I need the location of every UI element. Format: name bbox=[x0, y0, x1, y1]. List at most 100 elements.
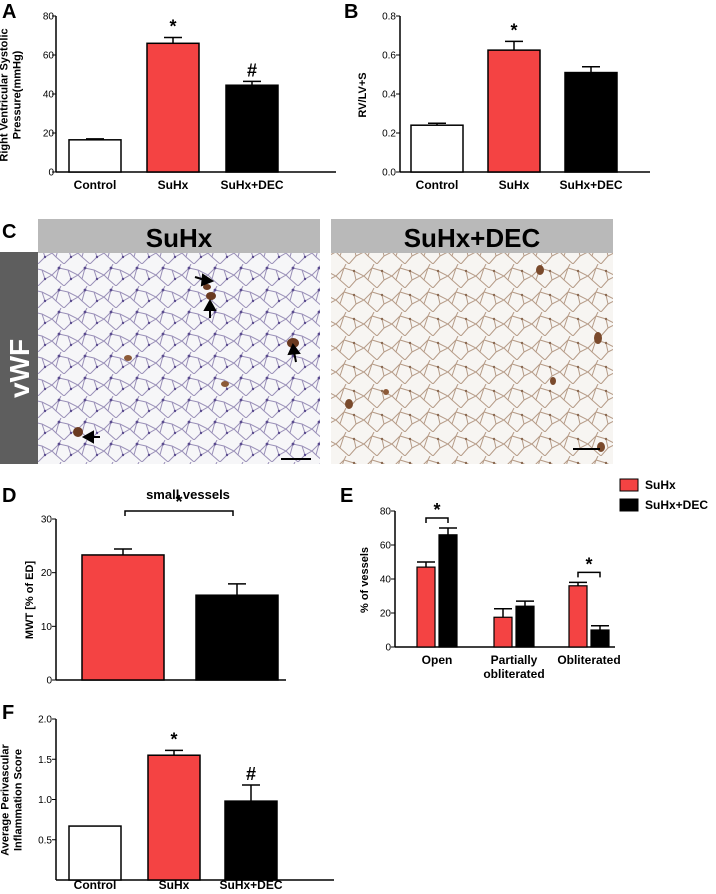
bar-suhx bbox=[147, 754, 201, 881]
bar-suhx bbox=[568, 585, 588, 648]
significance-mark: * bbox=[170, 729, 177, 749]
legend-label: SuHx+DEC bbox=[645, 498, 708, 512]
micrograph-suhx-dec-vessels bbox=[345, 265, 605, 452]
y-tick-label: 0.8 bbox=[382, 12, 396, 23]
y-tick-label: 0.0 bbox=[382, 168, 396, 179]
y-tick-label: 80 bbox=[43, 12, 55, 23]
legend-swatch bbox=[619, 478, 639, 492]
significance-mark: * bbox=[169, 16, 176, 36]
y-tick-label: 0 bbox=[385, 643, 391, 654]
bar-suhx-dec bbox=[224, 800, 278, 881]
header-suhx bbox=[38, 219, 320, 253]
bar-suhx-dec bbox=[564, 71, 618, 173]
y-tick-label: 20 bbox=[43, 129, 55, 140]
bar-suhx bbox=[416, 566, 436, 648]
y-tick-label: 60 bbox=[380, 541, 392, 552]
bar-control bbox=[68, 825, 122, 881]
y-tick-label: 0.5 bbox=[38, 835, 52, 846]
y-tick-label: 0 bbox=[48, 168, 54, 179]
micrograph-panel: vWF SuHx SuHx+DEC bbox=[0, 219, 613, 464]
bar-suhx bbox=[487, 49, 541, 173]
y-axis-label: Inflammation Score bbox=[13, 749, 25, 851]
chart-a: 0 20 40 60 80 Right Ventricular SystolicPress… bbox=[0, 12, 336, 192]
y-tick-label: 2.0 bbox=[38, 715, 52, 726]
x-tick-label: Control bbox=[74, 878, 117, 892]
panel-label-f: F bbox=[2, 702, 14, 724]
bar-suhx bbox=[493, 616, 513, 648]
bar-control bbox=[410, 124, 464, 173]
significance-bracket bbox=[577, 571, 601, 578]
stain-label-band bbox=[0, 252, 38, 464]
x-tick-label: Control bbox=[416, 178, 459, 192]
chart-e: 0 20 40 60 80 % of vessels Open Partiallyoblite… bbox=[359, 478, 708, 681]
y-tick-label: 20 bbox=[380, 609, 392, 620]
significance-mark: * bbox=[175, 492, 182, 512]
x-tick-label: SuHx+DEC bbox=[219, 878, 282, 892]
significance-bracket bbox=[425, 517, 449, 523]
panel-label-a: A bbox=[2, 1, 16, 23]
y-axis-label: RV/LV+S bbox=[357, 72, 369, 117]
significance-mark: * bbox=[585, 554, 592, 574]
y-axis-label: Right Ventricular Systolic bbox=[0, 28, 11, 161]
x-tick-label: SuHx bbox=[159, 878, 190, 892]
x-tick-label: Open bbox=[422, 653, 453, 667]
legend-label: SuHx bbox=[645, 478, 676, 492]
micrograph-suhx bbox=[38, 253, 320, 464]
y-tick-label: 0.2 bbox=[382, 129, 396, 140]
y-axis-label: % of vessels bbox=[359, 547, 371, 613]
stain-label: vWF bbox=[4, 339, 35, 398]
y-tick-label: 60 bbox=[43, 51, 55, 62]
legend-swatch bbox=[619, 498, 639, 512]
y-tick-label: 20 bbox=[41, 568, 53, 579]
bar-suhx-dec bbox=[515, 605, 535, 648]
significance-mark: # bbox=[247, 60, 257, 80]
bar-suhx-dec bbox=[590, 629, 610, 648]
y-axis-label: MWT [% of ED] bbox=[24, 561, 36, 640]
y-tick-label: 1.5 bbox=[38, 755, 52, 766]
x-tick-label: Obliterated bbox=[557, 653, 620, 667]
bar-suhx-dec bbox=[438, 534, 458, 648]
significance-mark: * bbox=[510, 20, 517, 40]
y-axis-label: Average Perivascular bbox=[0, 744, 12, 856]
y-tick-label: 0.6 bbox=[382, 51, 396, 62]
panel-label-e: E bbox=[340, 485, 353, 507]
bar-control bbox=[68, 139, 122, 173]
header-suhx-dec bbox=[331, 219, 613, 253]
y-axis-label: Pressure(mmHg) bbox=[12, 50, 24, 139]
micrograph-suhx-dec bbox=[331, 253, 613, 464]
panel-label-c: C bbox=[2, 221, 16, 243]
chart-d: 0 10 20 30 MWT [% of ED] small vessels* bbox=[24, 487, 286, 687]
x-tick-label: SuHx+DEC bbox=[220, 178, 283, 192]
x-tick-label: Partially bbox=[491, 653, 538, 667]
x-tick-label: SuHx+DEC bbox=[559, 178, 622, 192]
y-tick-label: 80 bbox=[380, 507, 392, 518]
x-tick-label: obliterated bbox=[483, 667, 544, 681]
chart-f: 0.5 1.0 1.5 2.0 Average Perivascular Inflamma… bbox=[0, 715, 334, 892]
chart-title: small vessels bbox=[146, 487, 230, 502]
x-tick-label: SuHx bbox=[499, 178, 530, 192]
header-suhx-dec-label: SuHx+DEC bbox=[404, 223, 541, 253]
y-tick-label: 10 bbox=[41, 622, 53, 633]
y-tick-label: 40 bbox=[43, 90, 55, 101]
chart-b: 0.0 0.2 0.4 0.6 0.8 RV/LV+S Control * SuHx SuHx+D… bbox=[357, 12, 650, 192]
x-tick-label: Control bbox=[74, 178, 117, 192]
arrow-markers bbox=[81, 273, 301, 444]
x-tick-label: SuHx bbox=[158, 178, 189, 192]
bar-suhx bbox=[81, 554, 165, 681]
bar-suhx-dec bbox=[225, 84, 279, 173]
significance-bracket bbox=[124, 510, 234, 516]
significance-mark: # bbox=[246, 764, 256, 784]
micrograph-suhx-vessels bbox=[73, 284, 299, 437]
y-tick-label: 40 bbox=[380, 575, 392, 586]
header-suhx-label: SuHx bbox=[146, 223, 213, 253]
y-tick-label: 0.4 bbox=[382, 90, 396, 101]
y-tick-label: 1.0 bbox=[38, 795, 52, 806]
significance-mark: * bbox=[433, 500, 440, 520]
bar-suhx-dec bbox=[195, 594, 279, 681]
y-tick-label: 30 bbox=[41, 515, 53, 526]
y-tick-label: 0 bbox=[46, 676, 52, 687]
bar-suhx bbox=[146, 42, 200, 173]
panel-label-b: B bbox=[344, 1, 358, 23]
panel-label-d: D bbox=[2, 485, 16, 507]
